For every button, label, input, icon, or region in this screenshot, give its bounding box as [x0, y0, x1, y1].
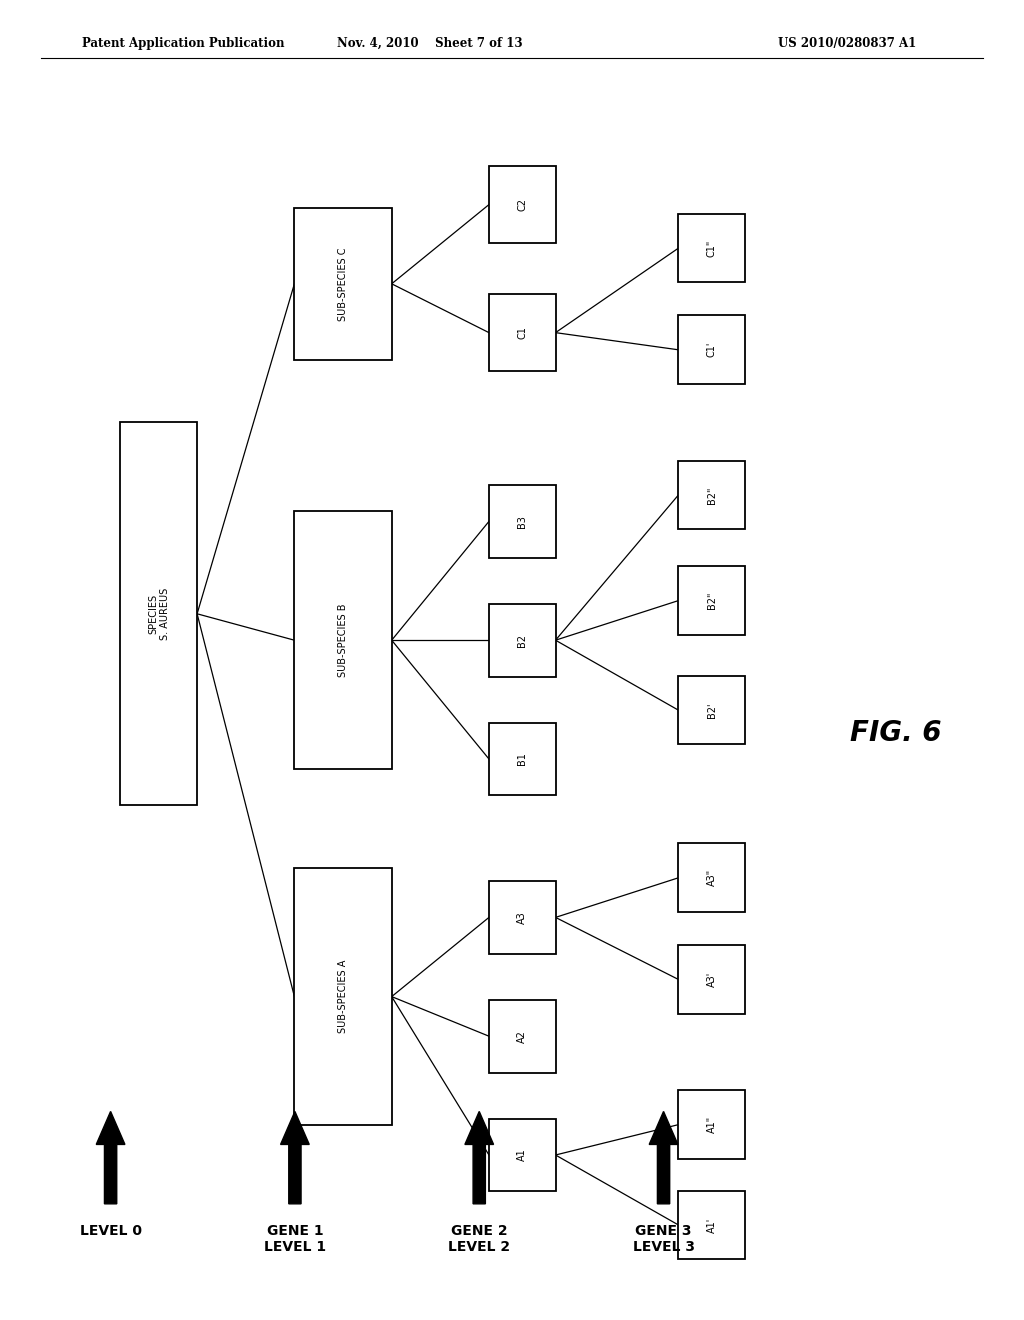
Bar	[489, 166, 555, 243]
Text: C1': C1'	[707, 342, 717, 358]
Text: Nov. 4, 2010    Sheet 7 of 13: Nov. 4, 2010 Sheet 7 of 13	[337, 37, 523, 50]
Text: C2: C2	[517, 198, 527, 211]
Text: SUB-SPECIES A: SUB-SPECIES A	[338, 960, 348, 1034]
Text: A1": A1"	[707, 1115, 717, 1134]
Polygon shape	[281, 1111, 309, 1204]
Text: A2: A2	[517, 1030, 527, 1043]
Bar	[678, 1191, 745, 1259]
Bar	[678, 676, 745, 744]
Bar	[121, 422, 197, 805]
Text: B2': B2'	[707, 702, 717, 718]
Bar	[678, 566, 745, 635]
Bar	[489, 1001, 555, 1072]
Text: B3: B3	[517, 515, 527, 528]
Polygon shape	[649, 1111, 678, 1204]
Bar	[489, 484, 555, 557]
Bar	[489, 723, 555, 795]
Polygon shape	[465, 1111, 494, 1204]
Text: US 2010/0280837 A1: US 2010/0280837 A1	[778, 37, 916, 50]
Text: A1: A1	[517, 1148, 527, 1162]
Bar	[678, 1090, 745, 1159]
Bar	[678, 461, 745, 529]
Text: GENE 2
LEVEL 2: GENE 2 LEVEL 2	[449, 1224, 510, 1254]
Text: C1: C1	[517, 326, 527, 339]
Text: FIG. 6: FIG. 6	[850, 718, 941, 747]
Bar	[489, 882, 555, 953]
Text: SPECIES
S. AUREUS: SPECIES S. AUREUS	[147, 587, 170, 640]
Bar	[295, 207, 392, 359]
Text: A3: A3	[517, 911, 527, 924]
Bar	[295, 511, 392, 768]
Text: A3": A3"	[707, 869, 717, 887]
Text: B2": B2"	[707, 591, 717, 610]
Text: SUB-SPECIES B: SUB-SPECIES B	[338, 603, 348, 677]
Text: SUB-SPECIES C: SUB-SPECIES C	[338, 247, 348, 321]
Bar	[489, 605, 555, 676]
Text: GENE 3
LEVEL 3: GENE 3 LEVEL 3	[633, 1224, 694, 1254]
Bar	[678, 315, 745, 384]
Bar	[489, 1119, 555, 1191]
Text: C1": C1"	[707, 239, 717, 257]
Text: A3': A3'	[707, 972, 717, 987]
Text: A1': A1'	[707, 1217, 717, 1233]
Text: GENE 1
LEVEL 1: GENE 1 LEVEL 1	[264, 1224, 326, 1254]
Bar	[678, 214, 745, 282]
Text: Patent Application Publication: Patent Application Publication	[82, 37, 285, 50]
Text: B2: B2	[517, 634, 527, 647]
Bar	[295, 869, 392, 1125]
Bar	[489, 294, 555, 371]
Polygon shape	[96, 1111, 125, 1204]
Bar	[678, 945, 745, 1014]
Text: LEVEL 0: LEVEL 0	[80, 1224, 141, 1238]
Bar	[678, 843, 745, 912]
Text: B2": B2"	[707, 486, 717, 504]
Text: B1: B1	[517, 752, 527, 766]
